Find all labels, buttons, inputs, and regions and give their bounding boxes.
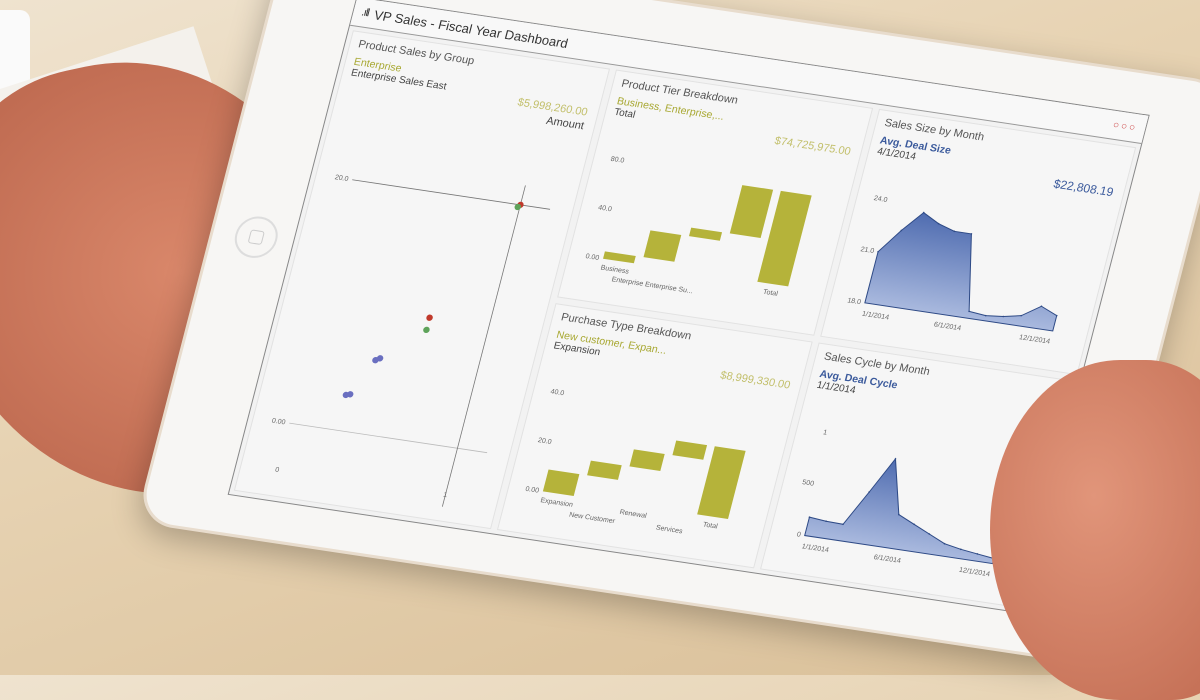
data-point xyxy=(1020,314,1023,316)
y-tick-label: 40.0 xyxy=(597,204,612,213)
data-point xyxy=(937,222,940,224)
x-tick-label: 6/1/2014 xyxy=(933,321,962,332)
area-chart[interactable]: 0 500 1 1/1/2014 6/1/2014 12/1/2014 xyxy=(768,419,1033,599)
scatter-point xyxy=(342,391,350,399)
waterfall-bar xyxy=(542,469,580,496)
x-tick-label: 1/1/2014 xyxy=(861,310,890,321)
x-tick-label: New Customer xyxy=(568,512,616,526)
y-tick-label: 0.00 xyxy=(585,253,600,262)
panel-product-sales[interactable]: Product Sales by Group Enterprise Enterp… xyxy=(233,30,611,530)
data-point xyxy=(976,553,979,555)
data-point xyxy=(928,533,931,535)
data-point xyxy=(842,523,844,526)
data-point xyxy=(900,229,903,231)
scatter-point xyxy=(372,357,379,364)
waterfall-chart[interactable]: 0.00 20.0 40.0 Expansion New Customer Renewal… xyxy=(505,380,770,560)
data-point xyxy=(953,230,956,232)
y-tick-label: 18.0 xyxy=(847,297,862,306)
x-tick-label: Total xyxy=(702,521,719,530)
x-tick-label: 1/1/2014 xyxy=(801,543,830,554)
data-point xyxy=(808,516,811,518)
x-tick-label: Total xyxy=(762,288,779,297)
y-tick-label: 20.0 xyxy=(537,437,552,446)
x-tick-label: 12/1/2014 xyxy=(1018,334,1051,345)
waterfall-bar xyxy=(757,190,812,286)
data-point xyxy=(970,232,973,235)
data-point xyxy=(825,520,827,523)
y-tick-label: 0.00 xyxy=(271,418,286,427)
y-tick-label: 21.0 xyxy=(860,246,875,255)
panel-sales-cycle[interactable]: Sales Cycle by Month Avg. Deal Cycle 1/1… xyxy=(759,341,1076,608)
waterfall-bar xyxy=(643,229,682,262)
waterfall-bar xyxy=(729,184,774,238)
y-tick-label: 40.0 xyxy=(550,389,565,398)
area-series xyxy=(804,457,995,565)
right-hand xyxy=(990,360,1200,700)
data-point xyxy=(968,310,971,312)
x-tick-label: Renewal xyxy=(619,509,648,520)
x-tick-label: 1 xyxy=(442,492,448,499)
y-tick-label: 0 xyxy=(796,531,802,538)
panel-product-tier[interactable]: Product Tier Breakdown Business, Enterpr… xyxy=(557,69,874,336)
waterfall-bar xyxy=(603,250,636,263)
waterfall-bar xyxy=(629,449,665,471)
panel-purchase-type[interactable]: Purchase Type Breakdown New customer, Ex… xyxy=(496,302,813,569)
area-series xyxy=(864,211,1058,332)
axis-line xyxy=(441,185,526,507)
data-point xyxy=(959,548,962,551)
x-tick-label: 12/1/2014 xyxy=(958,567,991,578)
waterfall-bar xyxy=(672,440,708,460)
tablet: .ıll VP Sales - Fiscal Year Dashboard ○○… xyxy=(135,0,1200,664)
y-tick-label: 20.0 xyxy=(334,174,349,183)
dashboard-screen: .ıll VP Sales - Fiscal Year Dashboard ○○… xyxy=(227,0,1150,614)
data-point xyxy=(913,523,915,526)
panel-sales-size[interactable]: Sales Size by Month Avg. Deal Size 4/1/2… xyxy=(820,108,1137,375)
gridline xyxy=(289,422,488,454)
data-point xyxy=(894,458,897,460)
y-tick-label: 24.0 xyxy=(873,195,888,204)
data-point xyxy=(1056,314,1058,316)
bar-signal-icon: .ıll xyxy=(360,6,371,20)
x-tick-label: 0 xyxy=(274,467,280,474)
scatter-point xyxy=(426,314,433,321)
data-point xyxy=(877,250,880,253)
y-tick-label: 1 xyxy=(822,429,828,436)
x-tick-label: Expansion xyxy=(540,497,574,509)
x-tick-label: Services xyxy=(655,525,684,536)
data-point xyxy=(868,491,870,493)
scatter-chart[interactable]: 0.00 20.0 0 1 xyxy=(242,156,565,522)
scatter-point xyxy=(514,203,522,211)
home-button[interactable] xyxy=(230,213,283,261)
waterfall-bar xyxy=(697,446,746,520)
waterfall-bar xyxy=(689,227,723,241)
data-point xyxy=(923,211,925,213)
area-chart[interactable]: 18.0 21.0 24.0 1/1/2014 6/1/2014 12/1/2014 xyxy=(828,186,1093,366)
x-tick-label: Enterprise Enterprise Su... xyxy=(611,276,694,295)
x-tick-label: Business xyxy=(600,264,630,275)
data-point xyxy=(943,542,946,545)
data-point xyxy=(985,314,987,316)
y-tick-label: 80.0 xyxy=(610,155,625,164)
data-point xyxy=(1002,315,1005,317)
waterfall-bar xyxy=(587,460,622,480)
x-tick-label: 6/1/2014 xyxy=(873,554,902,565)
scatter-point xyxy=(423,326,430,334)
more-dots-icon[interactable]: ○○○ xyxy=(1111,119,1139,134)
data-point xyxy=(1040,304,1043,307)
data-point xyxy=(898,513,900,516)
y-tick-label: 0.00 xyxy=(524,486,539,495)
y-tick-label: 500 xyxy=(801,479,814,488)
